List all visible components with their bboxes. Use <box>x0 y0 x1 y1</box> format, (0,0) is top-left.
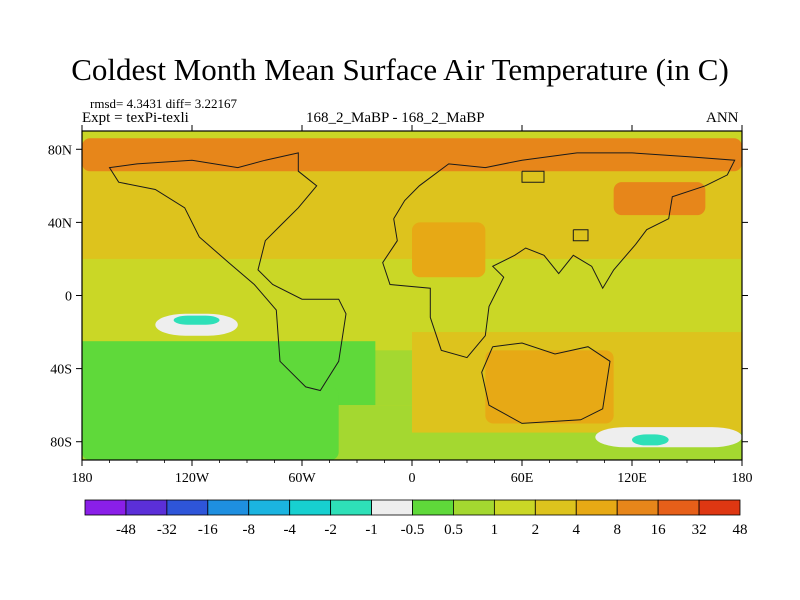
region-south-indian-cool-arc <box>595 427 742 448</box>
colorbar-swatch-5 <box>289 499 332 516</box>
y-tick-label-3: 40S <box>50 363 72 378</box>
colorbar-label-8: 0.5 <box>444 522 463 538</box>
y-tick-label-2: 0 <box>65 290 72 305</box>
colorbar-swatch-2 <box>166 499 209 516</box>
colorbar-swatch-9 <box>453 499 495 516</box>
colorbar-label-11: 4 <box>573 522 581 538</box>
colorbar-swatch-0 <box>84 499 127 516</box>
contour-fills <box>82 138 742 460</box>
coastline-2 <box>481 342 611 424</box>
colorbar-swatch-15 <box>698 499 741 516</box>
region-nh-warm-band <box>82 138 742 172</box>
chart-title: Coldest Month Mean Surface Air Temperatu… <box>71 52 729 87</box>
colorbar-swatch-12 <box>575 499 618 516</box>
coastline-0 <box>108 152 347 392</box>
colorbar-swatch-11 <box>534 499 577 516</box>
colorbar-label-7: -0.5 <box>401 522 425 538</box>
y-tick-label-4: 80S <box>50 436 72 451</box>
region-ne-pacific-cool-core <box>173 315 220 325</box>
experiment-label: Expt = texPi-texli <box>82 110 189 126</box>
colorbar-label-12: 8 <box>613 522 621 538</box>
colorbar-swatch-8 <box>412 499 454 516</box>
colorbar-label-9: 1 <box>491 522 499 538</box>
x-tick-label-0: 180 <box>72 471 93 486</box>
region-south-indian-cool-core <box>632 434 669 446</box>
season-label: ANN <box>706 110 739 126</box>
rmsd-diff-stats: rmsd= 4.3431 diff= 3.22167 <box>90 96 237 111</box>
colorbar-swatch-13 <box>616 499 659 516</box>
colorbar-swatch-6 <box>330 499 372 516</box>
x-tick-label-5: 120E <box>617 471 647 486</box>
region-southern-land-warm <box>485 350 614 424</box>
x-tick-label-1: 120W <box>175 471 210 486</box>
colorbar-label-10: 2 <box>532 522 540 538</box>
colorbar-swatch-1 <box>125 499 168 516</box>
colorbar-label-0: -48 <box>116 522 136 538</box>
coastlines <box>108 152 736 424</box>
colorbar-swatch-7 <box>371 499 413 516</box>
x-tick-label-6: 180 <box>732 471 753 486</box>
colorbar-label-2: -16 <box>198 522 218 538</box>
colorbar-label-14: 32 <box>692 522 707 538</box>
colorbar-label-4: -4 <box>283 522 296 538</box>
colorbar-swatch-3 <box>207 499 250 516</box>
colorbar-label-3: -8 <box>243 522 256 538</box>
x-tick-label-2: 60W <box>288 471 316 486</box>
coastline-1 <box>382 152 736 359</box>
colorbar-label-6: -1 <box>365 522 378 538</box>
colorbar-label-15: 48 <box>733 522 748 538</box>
x-tick-label-4: 60E <box>511 471 534 486</box>
colorbar-label-1: -32 <box>157 522 177 538</box>
region-southern-ocean-green <box>82 386 339 460</box>
colorbar-label-13: 16 <box>651 522 667 538</box>
y-tick-label-1: 40N <box>48 216 72 231</box>
region-africa-warm <box>412 222 486 278</box>
colorbar-swatch-4 <box>248 499 291 516</box>
y-tick-label-0: 80N <box>48 143 72 158</box>
case-subtitle: 168_2_MaBP - 168_2_MaBP <box>306 110 485 126</box>
colorbar-swatch-14 <box>657 499 700 516</box>
region-east-asia-warm <box>613 182 706 216</box>
x-tick-label-3: 0 <box>409 471 416 486</box>
colorbar-swatch-10 <box>493 499 536 516</box>
coastline-4 <box>572 229 589 242</box>
coastline-3 <box>521 170 545 183</box>
colorbar-label-5: -2 <box>324 522 337 538</box>
